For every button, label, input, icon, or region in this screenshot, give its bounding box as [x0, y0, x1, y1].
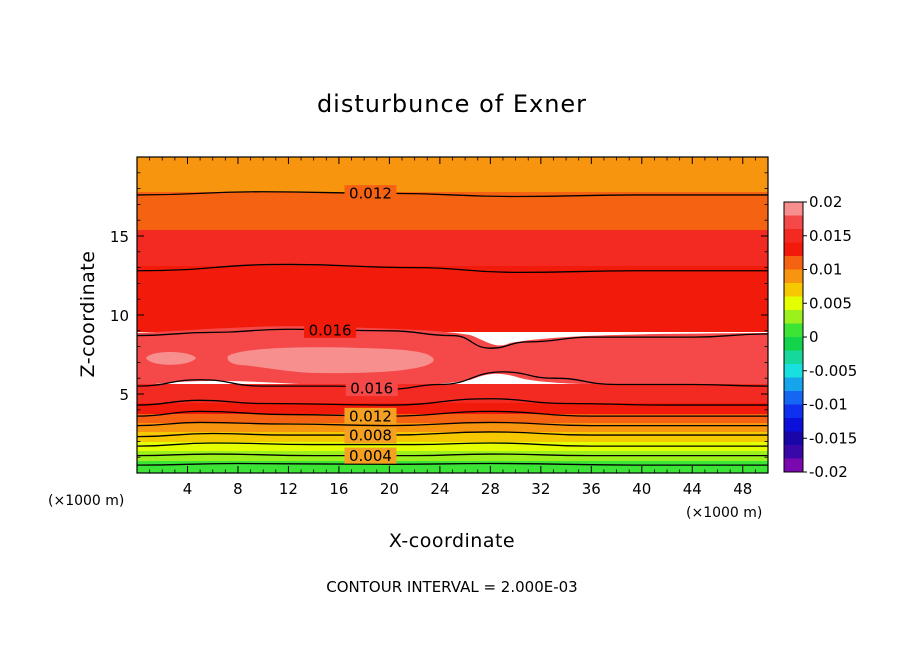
contour-line [137, 191, 768, 198]
colorbar-tick-label: 0 [809, 328, 819, 346]
contour-line [137, 442, 768, 447]
x-tick-label: 16 [329, 480, 348, 498]
band-0.006-0.008 [137, 432, 768, 443]
colorbar-tick-label: -0.015 [809, 429, 857, 447]
colorbar-swatch [784, 202, 803, 216]
x-tick-label: 44 [683, 480, 702, 498]
colorbar-swatch [784, 431, 803, 446]
colorbar-tick-label: 0.02 [809, 193, 842, 211]
colorbar-tick-label: 0.015 [809, 227, 852, 245]
y-tick-label: 15 [110, 228, 129, 246]
contour-line [137, 263, 768, 273]
x-axis-ticks: 4 8 12 16 20 24 28 32 36 40 44 48 [149, 157, 756, 498]
colorbar-swatch [784, 445, 803, 459]
x-tick-label: 36 [582, 480, 601, 498]
colorbar-swatch [784, 283, 803, 297]
colorbar-swatch [784, 458, 803, 473]
band-max-left [146, 352, 196, 365]
colorbar-swatch [784, 364, 803, 378]
contour-line [137, 328, 768, 349]
band-0.012-0.014-lower [137, 403, 768, 415]
band-z-top [137, 157, 768, 193]
colorbar-tick-label: -0.005 [809, 362, 857, 380]
colorbar: 0.02 0.015 0.01 0.005 0 -0.005 -0.01 -0.015 -0.0… [783, 193, 857, 481]
contour-label-bg [304, 321, 357, 338]
contour-label: 0.016 [309, 321, 352, 339]
contour-label-bg [344, 447, 397, 464]
contour-label-bg [344, 407, 397, 424]
x-unit-label-left: (×1000 m) [48, 493, 124, 509]
colorbar-swatch [784, 269, 803, 284]
contour-labels: 0.012 0.016 0.016 0.012 0.008 0.004 [304, 185, 398, 465]
x-tick-label: 4 [183, 480, 193, 498]
contour-line [137, 462, 768, 466]
x-tick-label: 40 [632, 480, 651, 498]
contour-line [137, 421, 768, 427]
colorbar-swatch [784, 310, 803, 324]
band-0.014-0.016-lower [137, 384, 768, 404]
contour-label: 0.004 [349, 447, 392, 465]
y-axis-ticks: 5 10 15 [110, 172, 768, 458]
colorbar-swatch [784, 418, 803, 432]
band-max-center [227, 347, 434, 374]
contour-line [137, 398, 768, 406]
colorbar-swatch [784, 242, 803, 257]
x-axis-label: X-coordinate [389, 530, 515, 552]
band-0.010-0.012-lower [137, 414, 768, 424]
band-0.012-0.014 [137, 266, 768, 332]
colorbar-swatch [784, 215, 803, 230]
band-0.014-0.016-upper [137, 230, 768, 268]
contour-label: 0.008 [349, 427, 392, 445]
colorbar-swatch [784, 377, 803, 392]
colorbar-swatch [784, 229, 803, 243]
contour-label-bg [345, 380, 398, 397]
x-tick-label: 28 [481, 480, 500, 498]
colorbar-swatch [784, 404, 803, 419]
contour-label: 0.012 [349, 185, 392, 203]
x-tick-label: 24 [430, 480, 449, 498]
x-tick-label: 32 [531, 480, 550, 498]
contour-label-bg [344, 427, 397, 444]
x-unit-label-right: (×1000 m) [686, 505, 762, 521]
band-0.004-0.006 [137, 442, 768, 452]
colorbar-tick-label: 0.005 [809, 294, 852, 312]
contour-line [137, 431, 768, 438]
contour-label-bg [344, 185, 397, 202]
colorbar-swatch [784, 323, 803, 338]
contour-label: 0.012 [349, 407, 392, 425]
contour-label: 0.016 [350, 380, 393, 398]
colorbar-swatch [784, 256, 803, 270]
colorbar-swatch [784, 391, 803, 405]
x-tick-label: 48 [733, 480, 752, 498]
x-tick-label: 8 [233, 480, 243, 498]
chart-title: disturbunce of Exner [317, 90, 587, 118]
colorbar-swatch [784, 296, 803, 311]
contour-line [137, 371, 768, 390]
x-tick-label: 20 [380, 480, 399, 498]
band-0.002-0.004 [137, 451, 768, 462]
contour-lines [137, 191, 768, 466]
contour-line [137, 453, 768, 457]
y-tick-label: 5 [119, 386, 129, 404]
contour-line [137, 410, 768, 417]
contour-interval-text: CONTOUR INTERVAL = 2.000E-03 [326, 578, 577, 596]
y-tick-label: 10 [110, 307, 129, 325]
colorbar-swatch [784, 337, 803, 351]
colorbar-swatch [784, 350, 803, 365]
colorbar-tick-label: -0.01 [809, 396, 848, 414]
y-axis-label: Z-coordinate [77, 251, 99, 378]
colorbar-tick-label: 0.01 [809, 261, 842, 279]
filled-contour-bands [137, 157, 768, 473]
band-0.008-0.010 [137, 423, 768, 433]
x-tick-label: 12 [279, 480, 298, 498]
band-0.010-0.012 [137, 192, 768, 232]
colorbar-tick-label: -0.02 [809, 463, 848, 481]
